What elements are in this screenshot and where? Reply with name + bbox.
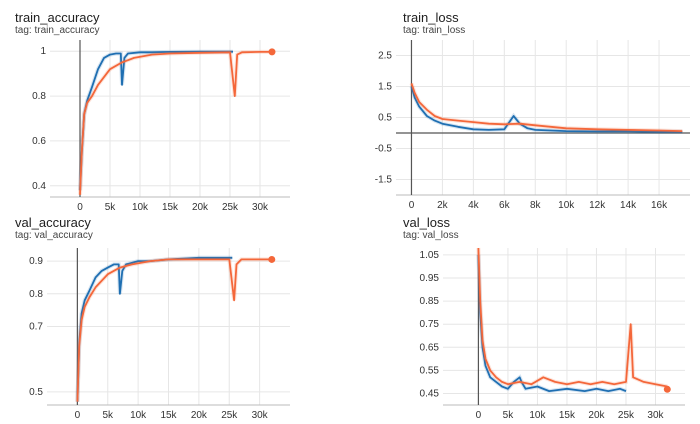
y-tick-label: 0.65 xyxy=(420,342,440,353)
y-tick-label: 1.5 xyxy=(378,82,392,93)
series-blue-line xyxy=(477,254,627,393)
y-tick-label: 0.5 xyxy=(29,387,43,398)
x-tick-label: 10k xyxy=(130,410,147,421)
x-tick-label: 15k xyxy=(160,410,177,421)
x-tick-label: 5k xyxy=(105,202,117,213)
x-tick-label: 20k xyxy=(588,410,605,421)
x-tick-label: 15k xyxy=(559,410,576,421)
chart-train-accuracy[interactable]: 0.4 0.6 0.8 1 0 5k 10k 15k 20k 25k 30k xyxy=(0,0,350,213)
x-tick-label: 4k xyxy=(468,200,480,211)
x-tick-label: 30k xyxy=(647,410,664,421)
chart-title: train_loss xyxy=(403,10,459,25)
x-tick-label: 25k xyxy=(222,202,239,213)
y-tick-label: 1.05 xyxy=(420,250,440,261)
x-tick-label: 10k xyxy=(529,410,546,421)
chart-title: val_accuracy xyxy=(15,215,91,230)
y-tick-label: 1 xyxy=(40,46,46,57)
chart-title: train_accuracy xyxy=(15,10,100,25)
y-tick-label: 0.75 xyxy=(420,319,440,330)
x-tick-label: 15k xyxy=(162,202,179,213)
x-tick-label: 20k xyxy=(191,410,208,421)
x-tick-label: 6k xyxy=(499,200,511,211)
chart-tag: tag: train_loss xyxy=(403,25,466,36)
series-orange-endpoint xyxy=(268,255,276,263)
series-blue-line xyxy=(410,86,683,133)
y-tick-label: 0.85 xyxy=(420,296,440,307)
chart-title: val_loss xyxy=(403,215,450,230)
chart-train-loss[interactable]: -1.5 -0.5 0.5 1.5 2.5 0 2k 4k 6k 8k 10k 12k 14k 16k xyxy=(0,0,700,212)
x-tick-label: 25k xyxy=(618,410,635,421)
series-orange-line xyxy=(477,247,668,388)
y-tick-label: 0.95 xyxy=(420,273,440,284)
y-tick-label: 0.55 xyxy=(420,365,440,376)
x-tick-label: 2k xyxy=(437,200,449,211)
y-tick-label: 0.7 xyxy=(29,322,43,333)
x-tick-label: 5k xyxy=(503,410,515,421)
x-tick-label: 25k xyxy=(221,410,238,421)
series-blue-line xyxy=(79,50,233,191)
x-tick-label: 10k xyxy=(558,200,575,211)
chart-tag: tag: val_loss xyxy=(403,230,459,241)
y-tick-label: 0.8 xyxy=(32,91,46,102)
chart-tag: tag: val_accuracy xyxy=(15,230,93,241)
y-tick-label: -0.5 xyxy=(375,144,393,155)
x-tick-label: 10k xyxy=(132,202,149,213)
x-tick-label: 0 xyxy=(409,200,415,211)
y-tick-label: 2.5 xyxy=(378,51,392,62)
x-tick-label: 0 xyxy=(77,202,83,213)
x-tick-label: 30k xyxy=(252,202,269,213)
series-orange-endpoint xyxy=(663,385,671,393)
y-tick-label: 0.4 xyxy=(32,181,46,192)
x-tick-label: 16k xyxy=(651,200,668,211)
series-orange-raw xyxy=(476,247,668,389)
x-tick-label: 0 xyxy=(476,410,482,421)
y-tick-label: 0.6 xyxy=(32,136,46,147)
chart-tag: tag: train_accuracy xyxy=(15,25,100,36)
y-tick-label: 0.8 xyxy=(29,289,43,300)
series-orange-line xyxy=(410,83,683,132)
x-tick-label: 14k xyxy=(620,200,637,211)
series-orange-line xyxy=(76,258,272,402)
y-tick-label: -1.5 xyxy=(375,175,393,186)
x-tick-label: 5k xyxy=(102,410,114,421)
chart-val-accuracy[interactable]: 0.50.70.80.90 5k 10k 15k 20k 25k 30k xyxy=(0,0,350,424)
x-tick-label: 0 xyxy=(75,410,81,421)
series-orange-line xyxy=(79,51,272,195)
x-tick-label: 12k xyxy=(589,200,606,211)
y-tick-label: 0.9 xyxy=(29,256,43,267)
x-tick-label: 20k xyxy=(192,202,209,213)
series-orange-endpoint xyxy=(268,48,276,56)
y-tick-label: 0.5 xyxy=(378,113,392,124)
y-tick-label: 0.45 xyxy=(420,388,440,399)
x-tick-label: 30k xyxy=(252,410,269,421)
x-tick-label: 8k xyxy=(530,200,542,211)
